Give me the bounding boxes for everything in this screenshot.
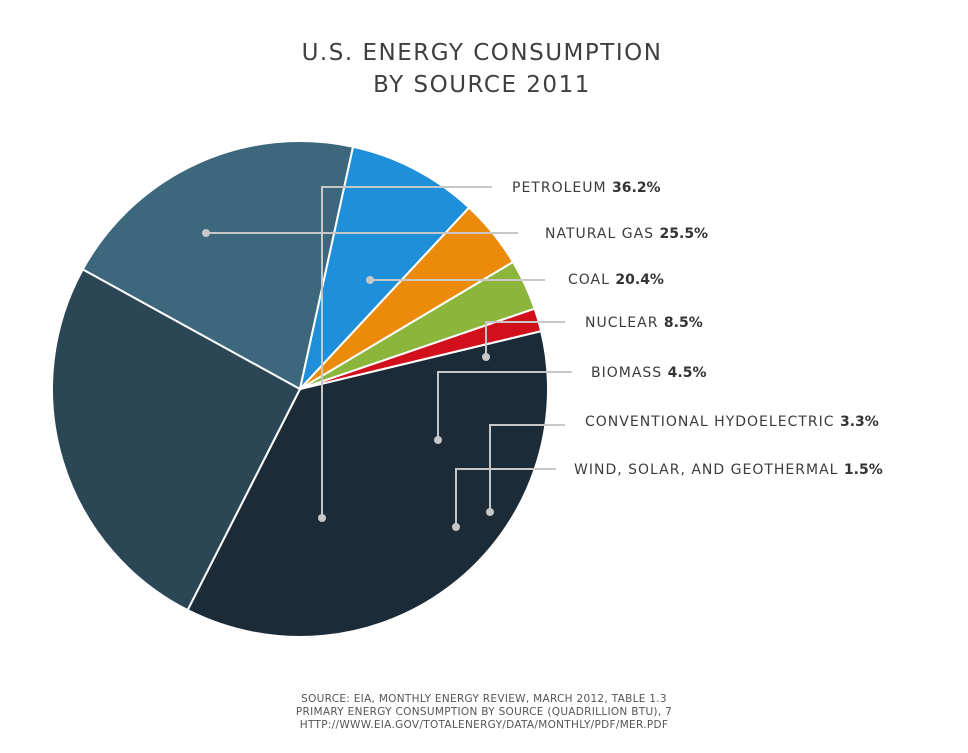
chart-title-line-1: U.S. ENERGY CONSUMPTION [302, 40, 663, 66]
slice-label-name: CONVENTIONAL HYDOELECTRIC [585, 414, 840, 430]
slice-label-petroleum: PETROLEUM 36.2% [512, 180, 661, 196]
leader-dot-coal [366, 276, 374, 284]
slice-label-wind-solar-and-geothermal: WIND, SOLAR, AND GEOTHERMAL 1.5% [574, 462, 883, 478]
pie-slice-nuclear [298, 145, 471, 393]
slice-label-name: COAL [568, 272, 615, 288]
pie-slices [51, 140, 549, 638]
chart-title-line-2: BY SOURCE 2011 [373, 72, 591, 98]
slice-label-name: PETROLEUM [512, 180, 612, 196]
slice-label-value: 8.5% [664, 315, 703, 331]
leader-dot-petroleum [318, 514, 326, 522]
pie-slice-petroleum [186, 329, 549, 638]
leader-dot-biomass [434, 436, 442, 444]
slice-label-nuclear: NUCLEAR 8.5% [585, 315, 703, 331]
leader-line-biomass [437, 371, 572, 440]
pie-slice-coal [81, 140, 355, 391]
slice-label-value: 4.5% [668, 365, 707, 381]
leader-line-petroleum [321, 186, 492, 518]
pie-slice-natural-gas [51, 268, 302, 612]
slice-label-conventional-hydoelectric: CONVENTIONAL HYDOELECTRIC 3.3% [585, 414, 879, 430]
slice-label-name: NATURAL GAS [545, 226, 660, 242]
slice-label-name: BIOMASS [591, 365, 668, 381]
leader-dot-natural-gas [202, 229, 210, 237]
leader-line-nuclear [485, 321, 565, 357]
slice-label-value: 3.3% [840, 414, 879, 430]
slice-label-biomass: BIOMASS 4.5% [591, 365, 706, 381]
leader-line-conventional-hydoelectric [489, 424, 565, 512]
slice-label-value: 1.5% [844, 462, 883, 478]
slice-label-value: 36.2% [612, 180, 661, 196]
slice-label-value: 20.4% [615, 272, 664, 288]
leader-dot-wind-solar-and-geothermal [452, 523, 460, 531]
pie-slice-wind-solar-and-geothermal [299, 307, 543, 390]
source-line-1: SOURCE: EIA, MONTHLY ENERGY REVIEW, MARC… [301, 693, 667, 705]
slice-label-coal: COAL 20.4% [568, 272, 664, 288]
slice-label-natural-gas: NATURAL GAS 25.5% [545, 226, 708, 242]
slice-labels: PETROLEUM 36.2% NATURAL GAS 25.5% COAL 20.… [512, 180, 883, 478]
leader-line-wind-solar-and-geothermal [455, 468, 556, 527]
leader-dot-nuclear [482, 353, 490, 361]
slice-label-name: WIND, SOLAR, AND GEOTHERMAL [574, 462, 844, 478]
leader-dot-conventional-hydoelectric [486, 508, 494, 516]
slice-label-value: 25.5% [660, 226, 709, 242]
source-line-2: PRIMARY ENERGY CONSUMPTION BY SOURCE (QU… [296, 706, 672, 718]
leader-lines [202, 186, 572, 531]
slice-label-name: NUCLEAR [585, 315, 664, 331]
source-line-3: HTTP://WWW.EIA.GOV/TOTALENERGY/DATA/MONT… [300, 719, 668, 731]
